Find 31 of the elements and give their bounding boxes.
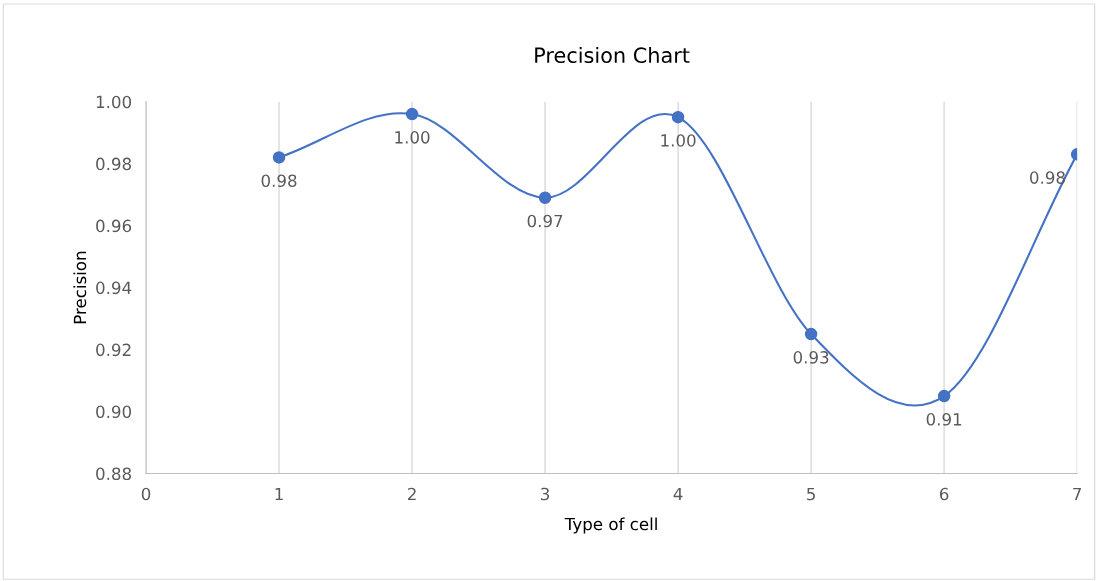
y-tick-label: 0.88 (96, 467, 131, 481)
x-tick-label: 2 (407, 487, 416, 501)
point (538, 191, 552, 204)
x-tick-label: 4 (673, 487, 683, 501)
y-axis-title: Precision (73, 251, 87, 324)
point (937, 389, 951, 403)
data-label: 1.00 (661, 134, 696, 147)
y-tick-label: 0.90 (96, 405, 132, 419)
x-tick-label: 5 (807, 487, 815, 501)
x-axis-title: Type of cell (564, 517, 657, 534)
data-label: 1.00 (395, 131, 430, 144)
y-tick-label: 0.96 (96, 219, 132, 233)
y-tick-label: 0.92 (96, 343, 131, 357)
data-label: 0.97 (527, 214, 563, 228)
y-tick-label: 0.94 (96, 281, 132, 295)
data-label: 0.98 (1030, 171, 1065, 184)
y-tick-label: 1.00 (96, 95, 132, 109)
x-tick-label: 0 (141, 487, 151, 501)
y-tick-label: 0.98 (96, 157, 131, 171)
x-tick-label: 3 (541, 487, 550, 501)
x-tick-label: 1 (275, 487, 283, 501)
x-tick-label: 7 (1073, 487, 1082, 501)
point (405, 107, 419, 121)
point (671, 110, 685, 124)
point (804, 327, 818, 341)
data-label: 0.98 (261, 174, 297, 188)
point (272, 151, 286, 164)
data-label: 0.91 (926, 413, 962, 426)
data-label: 0.93 (793, 351, 829, 364)
x-tick-label: 6 (939, 487, 949, 501)
chart-title: Precision Chart (535, 46, 690, 64)
